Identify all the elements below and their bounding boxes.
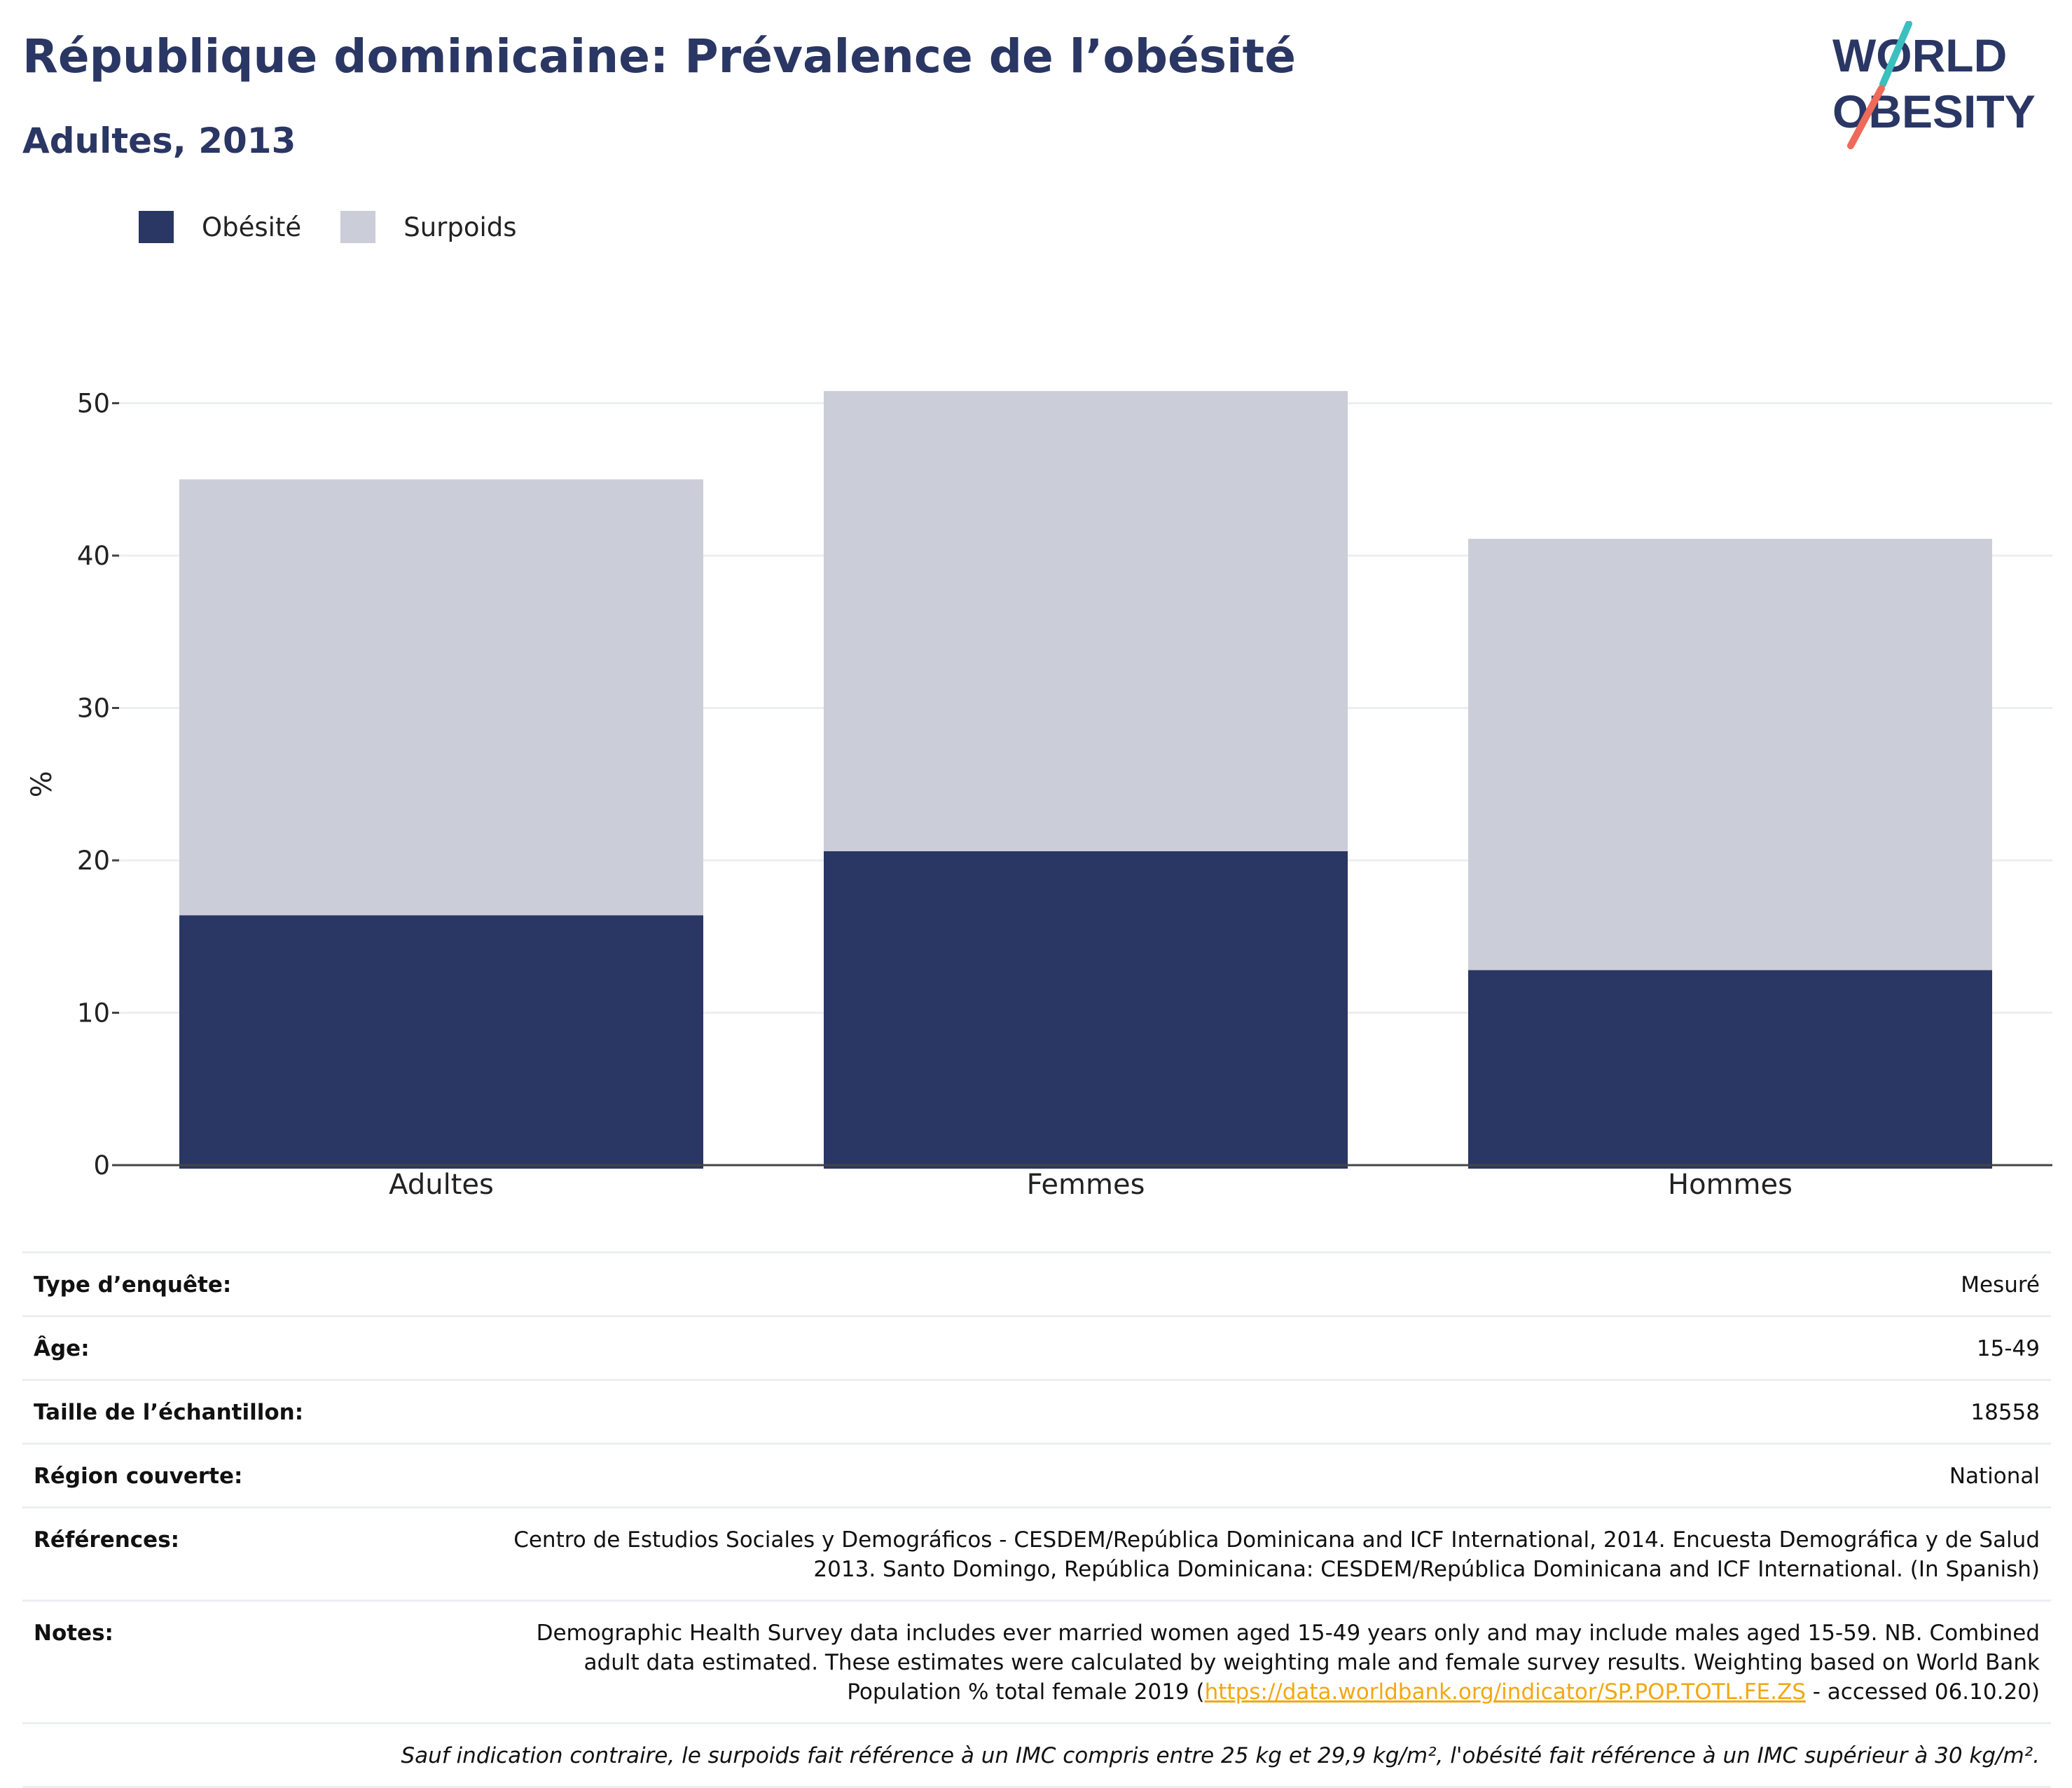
info-row-age: Âge: 15-49	[22, 1317, 2051, 1381]
info-value-sample-size: 18558	[1970, 1400, 2040, 1425]
info-label-sample-size: Taille de l’échantillon:	[34, 1400, 304, 1425]
info-label-references: Références:	[34, 1527, 180, 1553]
legend-item-obesity[interactable]: Obésité	[139, 211, 301, 243]
chart-title: République dominicaine: Prévalence de l’…	[22, 29, 1296, 83]
chart-legend: Obésité Surpoids	[139, 209, 556, 245]
info-row-sample-size: Taille de l’échantillon: 18558	[22, 1381, 2051, 1445]
bar-obesity-adultes	[179, 915, 703, 1169]
info-label-age: Âge:	[34, 1336, 90, 1361]
info-value-references: Centro de Estudios Sociales y Demográfic…	[513, 1527, 2040, 1582]
y-tick-label: 30	[77, 694, 110, 724]
y-tick-label: 0	[93, 1150, 110, 1181]
legend-label-obesity: Obésité	[202, 212, 302, 242]
info-row-footnote: Sauf indication contraire, le surpoids f…	[22, 1724, 2051, 1788]
legend-swatch-overweight	[340, 211, 376, 243]
x-tick-label: Hommes	[1668, 1169, 1793, 1201]
y-tick-label: 50	[77, 389, 110, 419]
info-row-survey-type: Type d’enquête: Mesuré	[22, 1253, 2051, 1317]
info-row-notes: Notes: Demographic Health Survey data in…	[22, 1602, 2051, 1724]
y-axis-title: %	[26, 771, 58, 797]
legend-label-overweight: Surpoids	[403, 212, 517, 242]
info-label-notes: Notes:	[34, 1621, 113, 1646]
info-row-references: Références: Centro de Estudios Sociales …	[22, 1508, 2051, 1602]
info-row-region: Région couverte: National	[22, 1445, 2051, 1508]
legend-item-overweight[interactable]: Surpoids	[340, 211, 517, 243]
notes-text-after: - accessed 06.10.20)	[1805, 1679, 2040, 1705]
y-tick-label: 40	[77, 541, 110, 571]
y-tick-label: 10	[77, 998, 110, 1029]
info-value-region: National	[1949, 1464, 2040, 1489]
survey-info-table: Type d’enquête: Mesuré Âge: 15-49 Taille…	[22, 1251, 2051, 1788]
world-obesity-logo: WORLD OBESITY	[1832, 21, 2036, 149]
info-value-survey-type: Mesuré	[1961, 1272, 2040, 1298]
bar-overweight-hommes	[1468, 539, 1992, 970]
chart-subtitle: Adultes, 2013	[22, 121, 296, 161]
logo-line1: WORLD	[1832, 29, 2007, 81]
legend-swatch-obesity	[139, 211, 174, 243]
bar-obesity-hommes	[1468, 970, 1992, 1169]
notes-text-before: Demographic Health Survey data includes …	[536, 1621, 2040, 1705]
info-label-region: Région couverte:	[34, 1464, 243, 1489]
info-value-notes: Demographic Health Survey data includes …	[499, 1618, 2040, 1707]
info-value-age: 15-49	[1976, 1336, 2040, 1361]
bar-obesity-femmes	[824, 851, 1348, 1169]
worldbank-link[interactable]: https://data.worldbank.org/indicator/SP.…	[1204, 1679, 1806, 1705]
bar-overweight-adultes	[179, 479, 703, 916]
logo-slash-top	[1879, 21, 1912, 88]
logo-slash-bottom	[1847, 85, 1885, 149]
y-tick-label: 20	[77, 846, 110, 876]
bar-overweight-femmes	[824, 391, 1348, 851]
x-tick-label: Adultes	[389, 1169, 494, 1201]
definition-footnote: Sauf indication contraire, le surpoids f…	[401, 1743, 2040, 1768]
info-label-survey-type: Type d’enquête:	[34, 1272, 232, 1298]
bar-chart: 0 10 20 30 40 50% Adultes Femmes Hommes	[26, 389, 2052, 1201]
x-tick-label: Femmes	[1027, 1169, 1145, 1201]
